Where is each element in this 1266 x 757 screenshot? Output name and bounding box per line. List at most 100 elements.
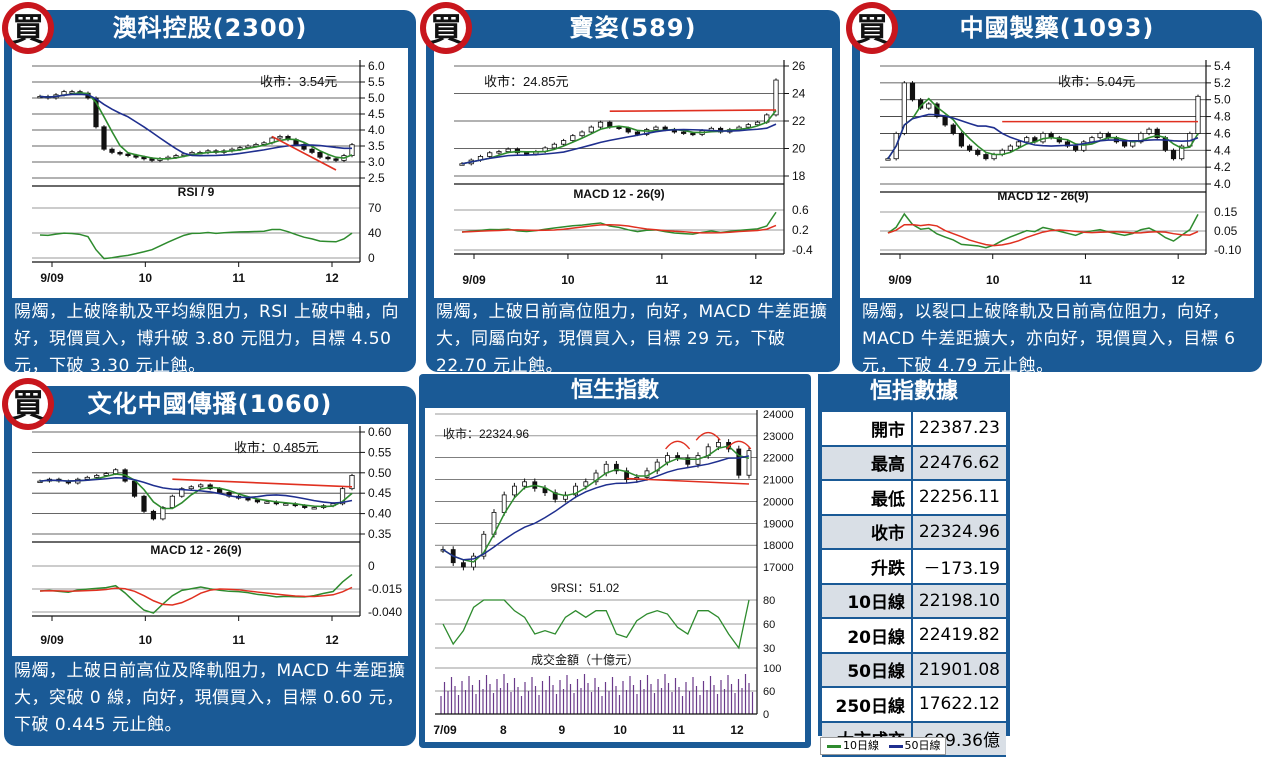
candle-body [349, 475, 355, 490]
x-tick-label: 12 [749, 273, 763, 287]
stats-row: 收市 22324.96 [822, 514, 1006, 550]
x-tick-label: 9/09 [40, 633, 64, 647]
candle-body [926, 103, 932, 109]
price-tick-label: 19000 [763, 518, 794, 530]
close-price-label: 收市：3.54元 [260, 74, 337, 89]
x-tick-label: 11 [232, 633, 245, 647]
candle-body [616, 126, 622, 130]
candle-body [597, 121, 604, 128]
x-tick-label: 10 [139, 633, 153, 647]
candle-body [311, 507, 317, 510]
close-price-label: 收市：22324.96 [443, 426, 529, 441]
candle-body [958, 133, 965, 147]
price-tick-label: 5.5 [368, 75, 385, 89]
stats-key: 最高 [822, 445, 912, 481]
candle-body [264, 501, 270, 504]
pattern-arc [695, 431, 721, 441]
rsi-tick-label: 60 [763, 619, 775, 631]
volume-tick-label: 100 [763, 663, 781, 675]
stock-chart: 26 24 22 20 18 收市：24.85元 MACD 12 - 26(9) 0.6 0.2… [434, 48, 832, 298]
price-tick-label: 6.0 [368, 59, 385, 73]
candle-body [325, 156, 331, 160]
candle-body [573, 485, 579, 496]
volume-tick-label: 0 [763, 709, 769, 721]
candle-body [746, 450, 752, 476]
indicator-label: MACD 12 - 26(9) [997, 189, 1088, 203]
candle-body [522, 481, 527, 487]
candle-body [179, 488, 185, 497]
panel-title: 中國製藥(1093) [959, 14, 1155, 42]
panel-description: 陽燭，上破日前高位阻力，向好，MACD 牛差距擴大，同屬向好，現價買入，目標 2… [436, 302, 828, 376]
candle-body [198, 484, 204, 488]
x-tick-label: 10 [986, 273, 1000, 287]
candle-body [317, 152, 323, 158]
panel-description: 陽燭，上破日前高位及降軌阻力，MACD 牛差距擴大，突破 0 線，向好，現價買入… [14, 661, 406, 735]
signal-line [887, 223, 1199, 247]
x-tick-label: 9/09 [888, 273, 912, 287]
candle-body [1146, 128, 1152, 134]
rsi-tick-label: 80 [763, 595, 775, 607]
indicator-tick-label: 0.6 [792, 203, 809, 217]
indicator-tick-label: -0.040 [368, 605, 402, 619]
indicator-tick-label: 70 [368, 201, 382, 215]
stock-chart: 5.4 5.2 5.0 4.8 4.6 4.4 4.2 4.0 收市：5.04元 MACD 12 … [860, 48, 1254, 298]
indicator-line [887, 212, 1199, 249]
hsi-stats-panel: 恒指數據 開市 22387.23 最高 22476.62 最低 22256.11 收市 223… [818, 374, 1010, 757]
candle-body [512, 485, 517, 496]
stats-value: 22324.96 [911, 514, 1006, 550]
stock-panel-589: 寶姿(589) 26 24 22 20 18 收市：24.85元 MACD 12 - 26(… [426, 10, 840, 376]
ma50-line [442, 455, 750, 561]
stats-key: 50日線 [822, 652, 912, 688]
badge-char: 買 [12, 11, 44, 47]
indicator-tick-label: 0.2 [792, 223, 809, 237]
stats-key: 10日線 [822, 583, 912, 619]
x-tick-label: 12 [730, 723, 744, 737]
x-tick-label: 10 [614, 723, 628, 737]
candle-body [1007, 145, 1013, 151]
price-tick-label: 4.0 [1214, 177, 1231, 191]
close-price-label: 收市：24.85元 [484, 74, 569, 89]
stats-value: －173.19 [911, 549, 1006, 585]
candle-body [901, 82, 907, 134]
x-tick-label: 11 [672, 723, 685, 737]
candle-body [715, 442, 721, 448]
stats-row: 50日線 21901.08 [822, 652, 1006, 688]
price-tick-label: 4.0 [368, 123, 385, 137]
x-tick-label: 11 [656, 273, 669, 287]
candle-body [675, 455, 681, 459]
buy-badge-icon: 買 [846, 2, 898, 54]
indicator-tick-label: 0.15 [1214, 205, 1238, 219]
candle-body [188, 486, 194, 490]
ma50-swatch [888, 744, 903, 748]
candle-body [94, 475, 100, 478]
stats-value: 22387.23 [911, 412, 1006, 447]
candle-body [1170, 149, 1177, 160]
signal-line [39, 586, 353, 606]
candle-body [690, 132, 696, 136]
signal-line [461, 224, 777, 234]
chart-svg: 0.60 0.55 0.50 0.45 0.40 0.35 收市：0.485元 MACD 12… [32, 425, 402, 647]
candle-body [942, 116, 948, 126]
candle-body [84, 476, 90, 480]
candle-body [664, 455, 670, 463]
chart-svg: 26 24 22 20 18 收市：24.85元 MACD 12 - 26(9) 0.6 0.2… [454, 59, 813, 287]
price-tick-label: 5.0 [368, 91, 385, 105]
candle-body [117, 152, 123, 155]
candle-body [736, 448, 742, 476]
candle-body [662, 126, 668, 130]
indicator-tick-label: 40 [368, 226, 382, 240]
candle-body [773, 79, 779, 116]
rsi-label: 9RSI：51.02 [551, 581, 620, 595]
x-tick-label: 9 [558, 723, 565, 737]
indicator-tick-label: -0.4 [792, 243, 813, 257]
pattern-arc [726, 440, 752, 450]
price-tick-label: 17000 [763, 562, 794, 574]
ma10-label: 10日線 [843, 739, 879, 752]
x-tick-label: 10 [561, 273, 575, 287]
candle-body [745, 124, 751, 128]
candle-body [634, 131, 641, 135]
candle-body [1015, 141, 1022, 147]
candle-body [131, 480, 138, 497]
candle-body [603, 463, 609, 474]
candle-body [966, 145, 973, 151]
